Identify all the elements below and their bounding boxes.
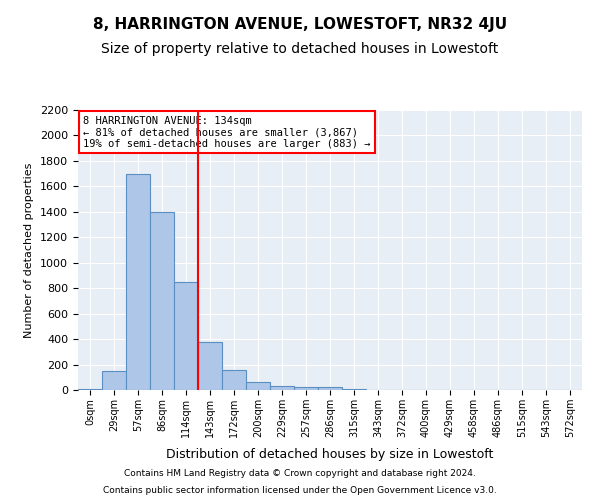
Bar <box>318 387 342 390</box>
Text: 8 HARRINGTON AVENUE: 134sqm
← 81% of detached houses are smaller (3,867)
19% of : 8 HARRINGTON AVENUE: 134sqm ← 81% of det… <box>83 116 371 149</box>
Y-axis label: Number of detached properties: Number of detached properties <box>25 162 34 338</box>
Bar <box>126 174 150 390</box>
Bar <box>270 386 294 390</box>
Text: Contains HM Land Registry data © Crown copyright and database right 2024.: Contains HM Land Registry data © Crown c… <box>124 468 476 477</box>
Bar <box>294 388 318 390</box>
Bar <box>222 370 246 390</box>
Text: 8, HARRINGTON AVENUE, LOWESTOFT, NR32 4JU: 8, HARRINGTON AVENUE, LOWESTOFT, NR32 4J… <box>93 18 507 32</box>
Text: Contains public sector information licensed under the Open Government Licence v3: Contains public sector information licen… <box>103 486 497 495</box>
Bar <box>174 282 198 390</box>
Bar <box>78 388 102 390</box>
Bar <box>102 371 126 390</box>
X-axis label: Distribution of detached houses by size in Lowestoft: Distribution of detached houses by size … <box>166 448 494 461</box>
Bar <box>198 342 222 390</box>
Bar <box>246 382 270 390</box>
Text: Size of property relative to detached houses in Lowestoft: Size of property relative to detached ho… <box>101 42 499 56</box>
Bar <box>150 212 174 390</box>
